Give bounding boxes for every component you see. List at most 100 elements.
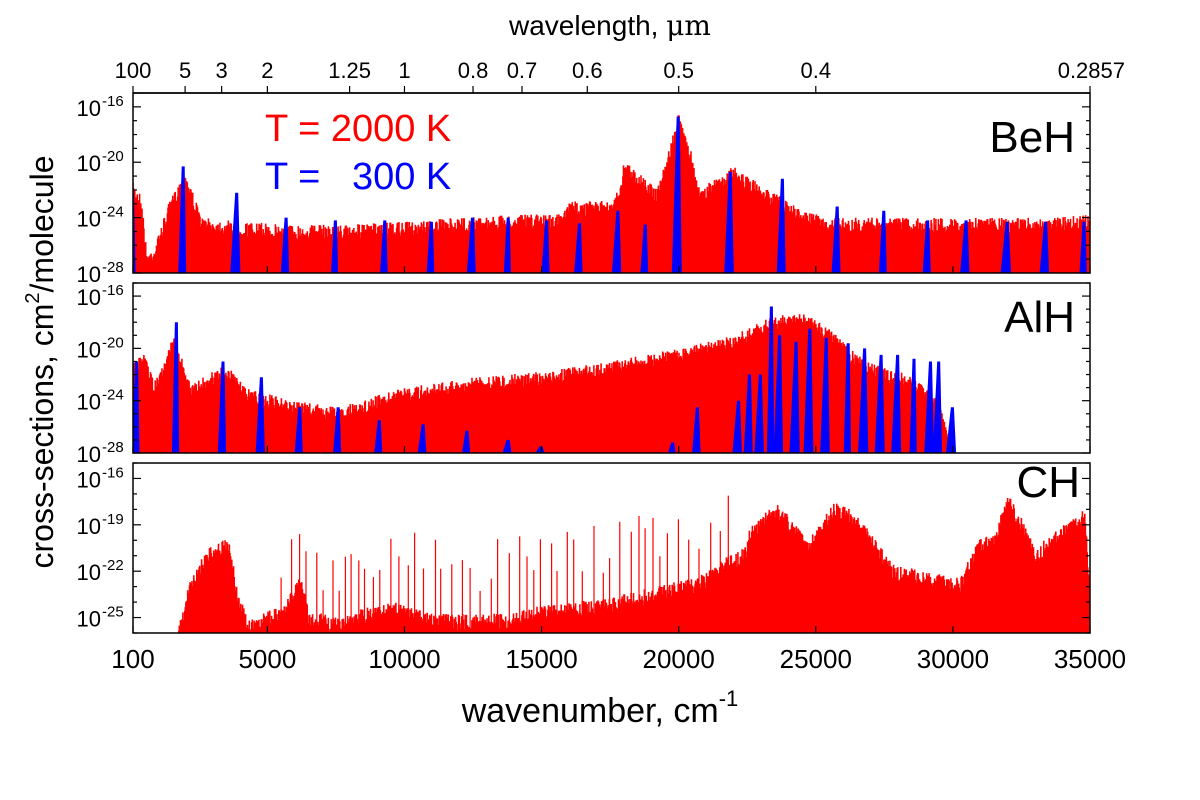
top-axis-title: wavelength, μm (508, 9, 711, 42)
panel-label-ch: CH (1016, 458, 1080, 507)
alh-300k-band-4 (294, 407, 303, 453)
panel-beh (133, 115, 1090, 273)
ch-2000k-lines (176, 498, 1090, 633)
ch-ytick-label: 10 (77, 514, 101, 539)
x-tick-label: 15000 (505, 644, 577, 674)
top-tick-label: 0.2857 (1058, 58, 1125, 83)
ytick-base: 10 (77, 285, 101, 310)
alh-300k-band-23 (874, 354, 885, 453)
ytick-base: 10 (77, 514, 101, 539)
alh-300k-band-24 (891, 354, 902, 453)
alh-300k-band-22 (858, 348, 869, 453)
ch-ytick-exp: -16 (102, 464, 124, 481)
alh-300k-band-19 (803, 328, 814, 453)
ch-2000k-spikes (280, 495, 729, 633)
alh-ytick-exp: -20 (102, 334, 124, 351)
beh-300k-band-22 (1079, 221, 1087, 273)
beh-300k-band-3 (280, 217, 290, 273)
beh-300k-band-11 (611, 210, 622, 273)
beh-300k-band-1 (178, 166, 187, 273)
beh-ytick-label: 10 (77, 96, 101, 121)
alh-300k-band-26 (924, 361, 934, 453)
top-tick-label: 0.6 (572, 58, 603, 83)
alh-ytick-exp: -16 (102, 282, 124, 299)
top-tick-label: 0.8 (458, 58, 489, 83)
beh-300k-band-12 (640, 224, 649, 273)
beh-300k-band-18 (922, 220, 931, 273)
ytick-base: 10 (77, 390, 101, 415)
beh-300k-band-9 (541, 220, 550, 273)
beh-300k-band-2 (230, 192, 241, 273)
x-tick-label: 35000 (1054, 644, 1126, 674)
legend-entry-300k: T = 300 K (265, 156, 451, 198)
alh-300k-band-0 (133, 361, 140, 453)
beh-300k-band-16 (831, 206, 841, 273)
legend: T = 2000 K T = 300 K (265, 108, 451, 198)
alh-300k-band-18 (789, 341, 800, 453)
ytick-base: 10 (77, 151, 101, 176)
alh-ytick-label: 10 (77, 337, 101, 362)
ytick-base: 10 (77, 262, 101, 287)
alh-300k-band-7 (417, 424, 427, 453)
alh-300k-band-28 (945, 407, 957, 453)
panel-alh (133, 306, 957, 453)
x-tick-label: 30000 (917, 644, 989, 674)
alh-frame (132, 282, 1091, 454)
top-axis-title-unit: μm (666, 9, 711, 42)
beh-300k-band-15 (776, 178, 786, 273)
ytick-base: 10 (77, 207, 101, 232)
y-axis-title: cross-sections, cm2/molecule (22, 155, 60, 568)
top-tick-label: 1.25 (328, 58, 371, 83)
alh-300k-band-9 (502, 439, 512, 453)
beh-ytick-label: 10 (77, 262, 101, 287)
alh-300k-band-27 (932, 361, 943, 453)
alh-300k-band-16 (766, 306, 775, 453)
beh-ytick-label: 10 (77, 151, 101, 176)
x-axis-title-sup: -1 (719, 686, 739, 711)
alh-300k-band-8 (462, 430, 471, 453)
beh-300k-band-8 (503, 217, 511, 273)
top-tick-label: 5 (179, 58, 191, 83)
ytick-base: 10 (77, 467, 101, 492)
beh-300k-band-10 (574, 223, 583, 273)
panel-ch (176, 495, 1090, 633)
ytick-base: 10 (77, 96, 101, 121)
x-axis-title-text: wavenumber, cm (461, 692, 719, 730)
beh-300k-band-17 (878, 210, 887, 273)
alh-ytick-exp: -24 (102, 387, 124, 404)
top-tick-label: 3 (216, 58, 228, 83)
ch-ytick-label: 10 (77, 607, 101, 632)
beh-300k-band-7 (466, 217, 476, 273)
beh-ytick-label: 10 (77, 207, 101, 232)
y-axis-title-sup: 2 (22, 292, 44, 303)
ch-ytick-exp: -25 (102, 604, 124, 621)
beh-300k-band-20 (1000, 221, 1011, 273)
x-axis-title: wavenumber, cm-1 (461, 686, 739, 730)
top-tick-label: 2 (261, 58, 273, 83)
alh-300k-band-1 (171, 322, 180, 453)
top-tick-label: 0.4 (800, 58, 831, 83)
alh-300k-band-17 (773, 335, 784, 453)
ytick-base: 10 (77, 607, 101, 632)
beh-spectra (133, 115, 1090, 273)
x-tick-label: 100 (111, 644, 154, 674)
x-tick-label: 20000 (643, 644, 715, 674)
alh-300k-band-3 (255, 377, 265, 453)
top-tick-label: 1 (398, 58, 410, 83)
y-axis-title-tail: /molecule (24, 155, 60, 292)
alh-300k-band-5 (333, 407, 342, 453)
x-tick-label: 10000 (368, 644, 440, 674)
alh-300k-band-14 (743, 374, 753, 453)
ch-ytick-label: 10 (77, 467, 101, 492)
ytick-base: 10 (77, 560, 101, 585)
y-axis-title-main: cross-sections, cm (24, 304, 60, 569)
alh-ytick-label: 10 (77, 285, 101, 310)
beh-ytick-exp: -24 (102, 204, 124, 221)
panel-label-alh: AlH (1004, 293, 1075, 342)
legend-entry-2000k: T = 2000 K (265, 108, 451, 150)
ch-ytick-label: 10 (77, 560, 101, 585)
alh-300k-band-13 (732, 400, 742, 453)
beh-300k-band-14 (724, 171, 734, 273)
